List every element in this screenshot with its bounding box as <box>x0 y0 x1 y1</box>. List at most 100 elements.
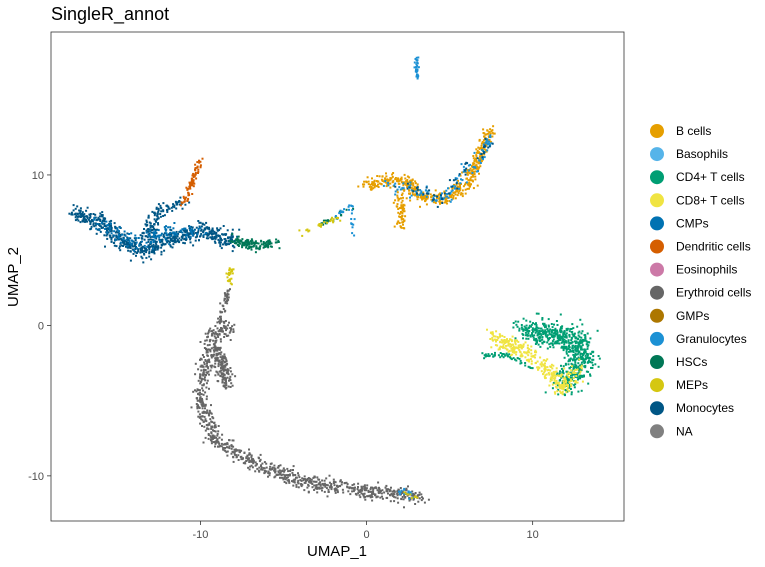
data-point <box>192 176 195 179</box>
data-point <box>171 240 174 243</box>
data-point <box>518 357 521 360</box>
data-point <box>574 372 577 374</box>
data-point <box>119 249 122 252</box>
data-point <box>162 242 165 245</box>
data-point <box>195 390 198 393</box>
data-point <box>193 175 196 178</box>
data-point <box>127 239 130 242</box>
data-point <box>484 149 487 152</box>
data-point <box>578 375 581 378</box>
data-point <box>207 367 210 370</box>
data-point <box>216 327 219 330</box>
data-point <box>127 237 130 240</box>
data-point <box>206 427 209 430</box>
data-point <box>226 243 229 246</box>
data-point <box>579 370 582 373</box>
data-point <box>138 244 141 247</box>
data-point <box>200 418 203 421</box>
data-point <box>129 250 132 253</box>
data-point <box>469 167 472 170</box>
data-point <box>232 328 235 331</box>
data-point <box>78 209 81 212</box>
data-point <box>222 225 225 227</box>
data-point <box>189 187 192 190</box>
data-point <box>144 235 147 238</box>
data-point <box>545 359 547 362</box>
data-point <box>535 312 538 315</box>
data-point <box>102 217 105 220</box>
data-point <box>226 442 229 445</box>
data-point <box>398 493 401 496</box>
data-point <box>189 229 192 232</box>
data-point <box>201 399 204 402</box>
data-point <box>123 230 126 233</box>
data-point <box>352 223 355 226</box>
data-point <box>568 350 570 353</box>
data-point <box>409 184 412 187</box>
data-point <box>476 184 479 187</box>
data-point <box>531 367 534 370</box>
data-point <box>343 482 346 485</box>
data-point <box>313 484 316 487</box>
data-point <box>211 232 214 235</box>
data-point <box>555 374 557 377</box>
data-point <box>581 375 584 378</box>
data-point <box>219 330 222 333</box>
data-point <box>331 216 333 219</box>
data-point <box>524 364 527 367</box>
data-point <box>579 345 582 348</box>
data-point <box>385 175 388 178</box>
data-point <box>598 357 601 360</box>
data-point <box>210 330 213 333</box>
data-point <box>410 194 413 197</box>
data-point <box>320 487 323 490</box>
data-point <box>141 235 144 238</box>
data-point <box>365 487 368 490</box>
data-point <box>250 460 253 463</box>
data-point <box>403 491 406 494</box>
data-point <box>211 438 214 440</box>
data-point <box>563 393 566 396</box>
data-point <box>412 492 415 495</box>
data-point <box>456 194 459 197</box>
data-point <box>182 195 185 198</box>
data-point <box>482 128 485 131</box>
data-point <box>254 240 257 243</box>
data-point <box>212 441 215 444</box>
data-point <box>373 185 376 188</box>
data-point <box>401 214 404 217</box>
data-point <box>154 245 157 248</box>
data-point <box>553 374 556 377</box>
data-point <box>416 198 419 201</box>
data-point <box>152 231 155 234</box>
data-point <box>483 357 486 360</box>
data-point <box>584 354 587 357</box>
data-point <box>555 370 558 373</box>
data-point <box>458 173 461 176</box>
data-point <box>229 367 232 369</box>
data-point <box>505 341 508 344</box>
data-point <box>566 327 569 330</box>
data-point <box>567 360 570 363</box>
data-point <box>194 173 197 176</box>
data-point <box>580 355 582 358</box>
data-point <box>375 487 378 490</box>
data-point <box>112 234 115 237</box>
data-point <box>504 347 507 350</box>
data-point <box>559 379 562 381</box>
data-point <box>542 331 544 334</box>
data-point <box>323 490 326 493</box>
data-point <box>157 207 160 210</box>
data-point <box>184 230 187 233</box>
data-point <box>322 223 325 226</box>
data-point <box>109 225 112 228</box>
data-point <box>151 210 154 213</box>
data-point <box>146 228 149 231</box>
data-point <box>310 480 313 483</box>
data-point <box>201 419 204 422</box>
data-point <box>189 225 191 228</box>
data-point <box>389 493 391 496</box>
data-point <box>478 148 481 151</box>
data-point <box>400 211 403 214</box>
